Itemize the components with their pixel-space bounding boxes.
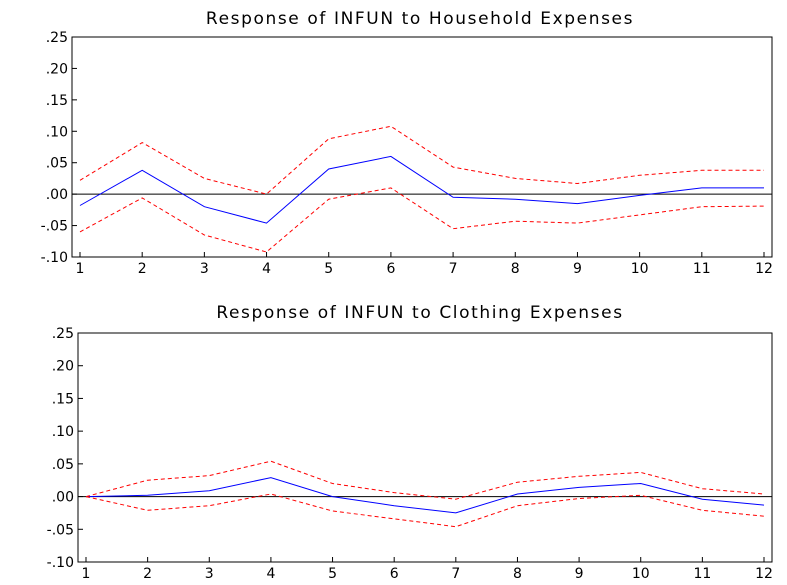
upper-confidence-band: [85, 460, 765, 500]
y-tick-label: .10: [46, 124, 68, 140]
x-tick-label: 2: [143, 566, 152, 582]
lower-confidence-band: [79, 187, 765, 253]
y-tick-label: -.05: [47, 522, 74, 538]
response-line: [79, 155, 764, 224]
y-tick-label: .05: [52, 457, 74, 473]
lower-confidence-band: [85, 493, 765, 528]
chart-title: Response of INFUN to Household Expenses: [206, 9, 634, 29]
x-tick-label: 12: [755, 566, 773, 582]
y-tick-label: .15: [46, 93, 68, 109]
x-tick-label: 1: [76, 261, 85, 277]
x-tick-label: 5: [328, 566, 337, 582]
x-tick-label: 12: [755, 261, 773, 277]
chart-panel-clothing: Response of INFUN to Clothing Expenses .…: [47, 303, 773, 582]
x-tick-label: 6: [390, 566, 399, 582]
y-tick-label: .15: [52, 391, 74, 407]
upper-confidence-band: [79, 125, 764, 195]
y-tick-label: .00: [46, 187, 68, 203]
x-tick-label: 10: [632, 566, 650, 582]
x-tick-label: 4: [262, 261, 271, 277]
x-tick-label: 10: [631, 261, 649, 277]
y-tick-label: .25: [52, 326, 74, 342]
x-tick-label: 5: [324, 261, 333, 277]
x-tick-label: 8: [511, 261, 520, 277]
x-tick-label: 9: [573, 261, 582, 277]
x-tick-label: 7: [449, 261, 458, 277]
x-tick-label: 4: [266, 566, 275, 582]
x-tick-label: 1: [82, 566, 91, 582]
y-tick-label: .20: [52, 359, 74, 375]
y-tick-label: -.10: [41, 250, 68, 266]
y-tick-label: .25: [46, 30, 68, 46]
x-tick-label: 11: [693, 566, 711, 582]
plot-frame: [71, 36, 773, 258]
plot-frame: [77, 332, 773, 563]
x-tick-label: 7: [451, 566, 460, 582]
y-tick-label: .20: [46, 61, 68, 77]
x-tick-label: 3: [200, 261, 209, 277]
chart-title: Response of INFUN to Clothing Expenses: [216, 303, 623, 323]
y-tick-label: .10: [52, 424, 74, 440]
x-tick-label: 3: [205, 566, 214, 582]
y-tick-label: -.10: [47, 555, 74, 571]
x-tick-label: 2: [138, 261, 147, 277]
y-tick-label: .00: [52, 490, 74, 506]
x-tick-label: 9: [575, 566, 584, 582]
x-tick-label: 6: [386, 261, 395, 277]
response-line: [85, 477, 765, 514]
x-tick-label: 8: [513, 566, 522, 582]
y-tick-label: -.05: [41, 219, 68, 235]
x-tick-label: 11: [693, 261, 711, 277]
y-tick-label: .05: [46, 156, 68, 172]
chart-panel-household: Response of INFUN to Household Expenses …: [41, 9, 773, 277]
